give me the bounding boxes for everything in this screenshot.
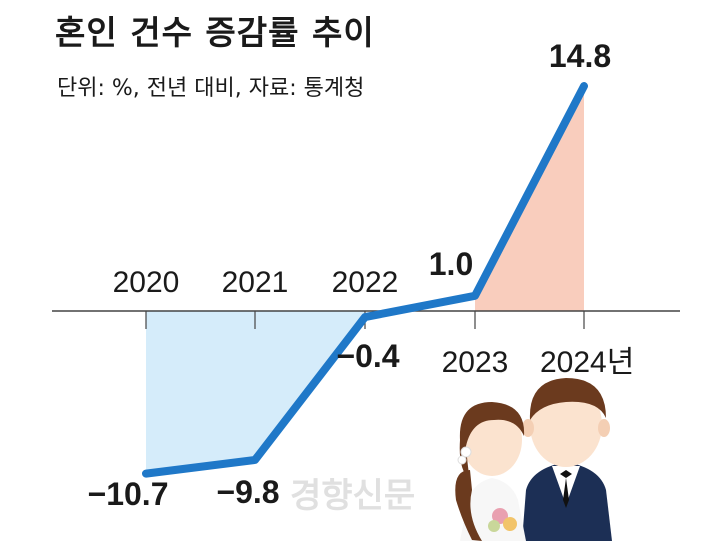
x-tick-label-1: 2021: [222, 266, 289, 299]
chart-title: 혼인 건수 증감률 추이: [55, 13, 375, 52]
x-tick-label-3: 2023: [442, 346, 509, 379]
data-label-4: 14.8: [549, 38, 611, 74]
x-tick-label-0: 2020: [113, 266, 180, 299]
x-tick-label-2: 2022: [332, 266, 399, 299]
x-tick-label-4: 2024년: [540, 346, 634, 379]
watermark: 경향신문: [290, 476, 415, 516]
bride-figure: [455, 402, 526, 541]
data-label-0: −10.7: [88, 476, 169, 512]
negative-area-fill: [146, 311, 365, 474]
data-label-2: −0.4: [336, 338, 399, 374]
data-label-1: −9.8: [216, 474, 279, 510]
groom-figure: [522, 378, 612, 541]
series-line: [142, 82, 588, 478]
chart-subtitle: 단위: %, 전년 대비, 자료: 통계청: [57, 76, 365, 101]
data-label-3: 1.0: [429, 246, 473, 282]
couple-illustration: [455, 378, 612, 541]
